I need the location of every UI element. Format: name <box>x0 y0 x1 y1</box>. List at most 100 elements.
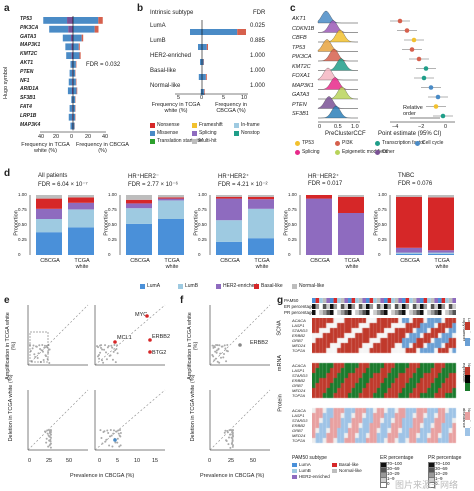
g-er-cell <box>413 304 417 309</box>
g-er-cell <box>380 304 384 309</box>
g-heatmap-canvas <box>312 318 462 458</box>
g-legend-swatch <box>292 475 297 479</box>
g-pam50-cell <box>391 298 395 303</box>
g-pam50-cell <box>348 298 352 303</box>
g-er-cell <box>359 304 363 309</box>
g-pam50-cell <box>323 298 327 303</box>
g-pr-cell <box>442 310 446 315</box>
g-pr-cell <box>359 310 363 315</box>
g-er-cell <box>334 304 338 309</box>
g-pam50-cell <box>427 298 431 303</box>
g-pr-cell <box>352 310 356 315</box>
g-pam50-cell <box>330 298 334 303</box>
g-er-cell <box>409 304 413 309</box>
g-pam50-cell <box>362 298 366 303</box>
g-pam50-cell <box>398 298 402 303</box>
g-er-cell <box>402 304 406 309</box>
g-pr-cell <box>395 310 399 315</box>
g-er-cell <box>355 304 359 309</box>
g-legend-pam50-3: Basal-like <box>339 462 359 467</box>
g-scale-bar <box>465 420 470 428</box>
g-legend-pam50-title: PAM50 subtype <box>292 455 327 461</box>
g-legend-swatch <box>292 463 297 467</box>
g-pr-cell <box>384 310 388 315</box>
g-pr-cell <box>319 310 323 315</box>
g-pam50-cell <box>312 298 316 303</box>
g-pam50-cell <box>402 298 406 303</box>
g-pam50-cell <box>373 298 377 303</box>
g-pam50-cell <box>424 298 428 303</box>
g-scale-bar <box>465 338 470 346</box>
g-pam50-cell <box>409 298 413 303</box>
g-pr-cell <box>323 310 327 315</box>
g-er-cell <box>388 304 392 309</box>
g-pr-cell <box>452 310 456 315</box>
g-er-cell <box>427 304 431 309</box>
g-pr-cell <box>431 310 435 315</box>
g-er-cell <box>344 304 348 309</box>
g-scale-bar <box>465 383 470 391</box>
g-pam50-cell <box>380 298 384 303</box>
g-pam50-cell <box>438 298 442 303</box>
g-scale-bar <box>465 375 470 383</box>
g-pam50-cell <box>395 298 399 303</box>
g-pr-cell <box>391 310 395 315</box>
g-pr-cell <box>377 310 381 315</box>
g-pam50-cell <box>406 298 410 303</box>
g-er-cell <box>341 304 345 309</box>
g-pr-cell <box>406 310 410 315</box>
g-pr-cell <box>362 310 366 315</box>
g-pr-cell <box>413 310 417 315</box>
g-legend-pam50-2: HER2-enriched <box>299 474 330 479</box>
g-er-cell <box>319 304 323 309</box>
g-pam50-cell <box>370 298 374 303</box>
g-pr-cell <box>326 310 330 315</box>
g-pr-cell <box>402 310 406 315</box>
g-pam50-cell <box>449 298 453 303</box>
g-er-cell <box>312 304 316 309</box>
g-er-cell <box>366 304 370 309</box>
g-pr-cell <box>348 310 352 315</box>
g-er-cell <box>434 304 438 309</box>
g-pam50-cell <box>337 298 341 303</box>
g-er-cell <box>326 304 330 309</box>
g-er-cell <box>406 304 410 309</box>
g-pr-cell <box>366 310 370 315</box>
g-pam50-cell <box>384 298 388 303</box>
g-pr-cell <box>416 310 420 315</box>
g-er-cell <box>395 304 399 309</box>
g-pam50-cell <box>434 298 438 303</box>
g-er-cell <box>445 304 449 309</box>
g-er-cell <box>316 304 320 309</box>
g-legend-er-4: 0 <box>387 481 390 486</box>
g-pr-cell <box>424 310 428 315</box>
g-legend-swatch <box>332 469 337 473</box>
g-pr-cell <box>312 310 316 315</box>
g-er-cell <box>420 304 424 309</box>
g-pam50-cell <box>442 298 446 303</box>
g-pam50-cell <box>319 298 323 303</box>
g-er-cell <box>362 304 366 309</box>
g-er-cell <box>384 304 388 309</box>
g-er-cell <box>398 304 402 309</box>
g-er-cell <box>373 304 377 309</box>
g-pam50-cell <box>366 298 370 303</box>
g-pr-cell <box>420 310 424 315</box>
g-legend-swatch <box>380 482 387 488</box>
g-pam50-cell <box>445 298 449 303</box>
g-scale-bar <box>465 412 470 420</box>
g-pam50-cell <box>420 298 424 303</box>
g-legend-pam50-4: Normal-like <box>339 468 362 473</box>
g-pam50-cell <box>416 298 420 303</box>
g-er-cell <box>337 304 341 309</box>
g-pam50-cell <box>344 298 348 303</box>
g-pr-cell <box>341 310 345 315</box>
g-er-cell <box>348 304 352 309</box>
g-er-cell <box>424 304 428 309</box>
g-legend-pam50-1: LumB <box>299 468 311 473</box>
g-er-cell <box>438 304 442 309</box>
g-legend-pam50-0: LumA <box>299 462 311 467</box>
g-er-cell <box>431 304 435 309</box>
g-scale-bar <box>465 428 470 436</box>
g-legend-swatch <box>332 463 337 467</box>
